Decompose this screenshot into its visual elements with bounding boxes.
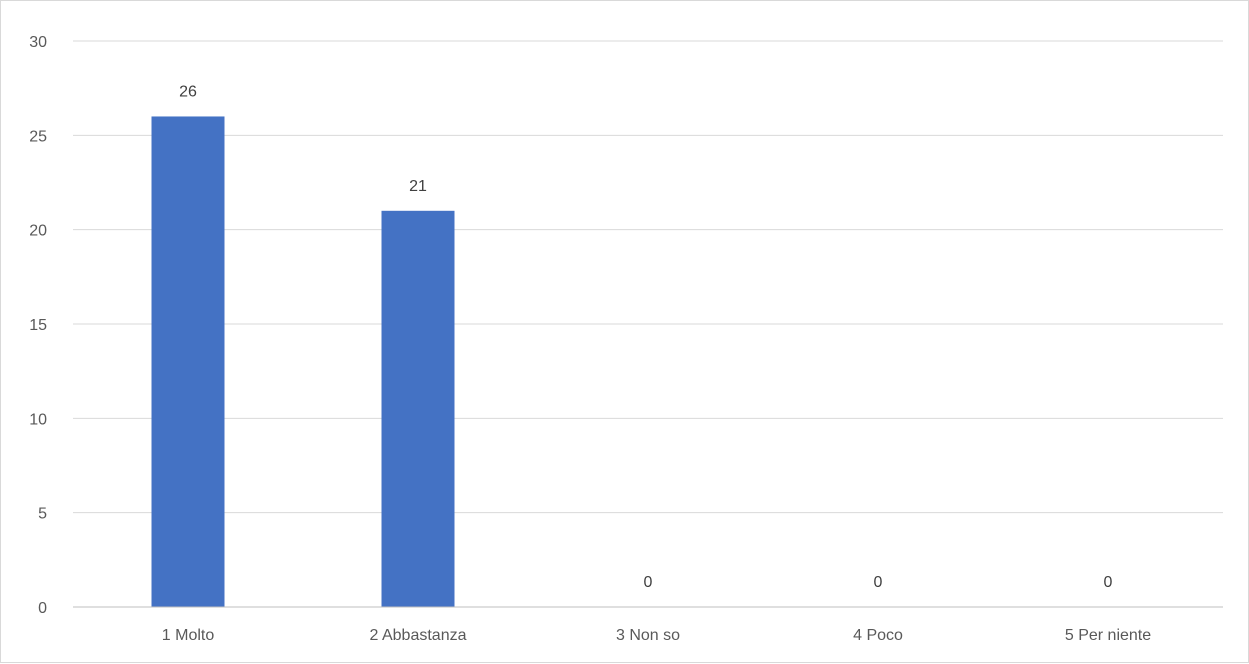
y-tick-label-20: 20 xyxy=(29,223,47,240)
data-label-4: 0 xyxy=(874,574,883,591)
y-tick-label-30: 30 xyxy=(29,34,47,51)
bars xyxy=(151,116,455,608)
x-tick-label-5: 5 Per niente xyxy=(1065,627,1151,644)
bar-1 xyxy=(151,116,225,607)
y-tick-label-25: 25 xyxy=(29,128,47,145)
labels: 0 5 10 15 20 25 30 26 1 Molto 21 2 Abbastanza 0 3 No… xyxy=(29,34,1151,644)
x-tick-label-3: 3 Non so xyxy=(616,627,680,644)
gridlines xyxy=(73,40,1223,514)
bar-2 xyxy=(381,210,455,608)
y-tick-label-5: 5 xyxy=(38,506,47,523)
data-label-3: 0 xyxy=(644,574,653,591)
x-tick-label-1: 1 Molto xyxy=(162,627,215,644)
y-tick-label-0: 0 xyxy=(38,600,47,617)
x-tick-label-2: 2 Abbastanza xyxy=(370,627,467,644)
y-tick-label-10: 10 xyxy=(29,411,47,428)
data-label-5: 0 xyxy=(1104,574,1113,591)
y-tick-label-15: 15 xyxy=(29,317,47,334)
data-label-2: 21 xyxy=(409,178,427,195)
data-label-1: 26 xyxy=(179,83,197,100)
x-tick-label-4: 4 Poco xyxy=(853,627,903,644)
